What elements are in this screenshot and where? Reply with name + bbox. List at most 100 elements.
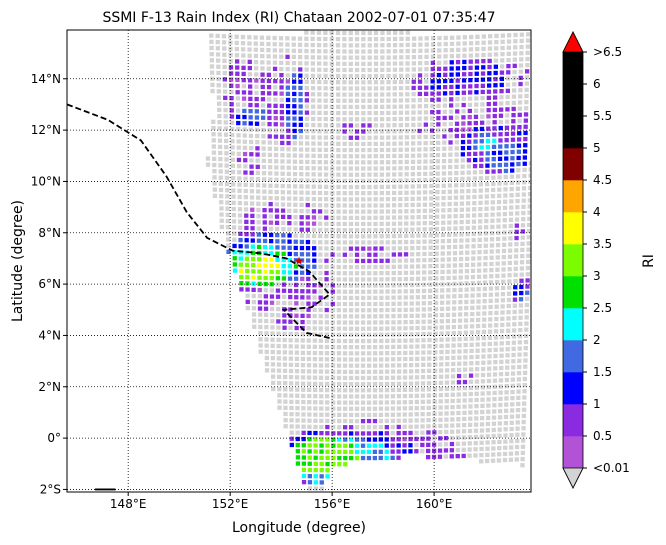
swath-pixel bbox=[475, 336, 480, 341]
swath-pixel bbox=[379, 308, 384, 313]
swath-pixel bbox=[324, 221, 329, 226]
swath-pixel bbox=[440, 269, 445, 275]
swath-pixel bbox=[312, 246, 317, 251]
swath-pixel bbox=[506, 328, 511, 333]
swath-pixel bbox=[462, 386, 467, 391]
swath-pixel bbox=[343, 388, 348, 393]
swath-pixel bbox=[527, 192, 531, 197]
swath-pixel bbox=[494, 292, 500, 297]
swath-pixel bbox=[317, 160, 322, 165]
swath-pixel bbox=[318, 338, 323, 343]
swath-pixel bbox=[462, 65, 467, 71]
swath-pixel bbox=[275, 270, 280, 275]
swath-pixel bbox=[476, 311, 481, 316]
swath-pixel bbox=[461, 441, 466, 446]
swath-pixel bbox=[239, 274, 244, 280]
swath-pixel bbox=[215, 46, 220, 51]
swath-pixel bbox=[456, 380, 462, 385]
swath-pixel bbox=[285, 54, 290, 59]
swath-pixel bbox=[418, 48, 423, 53]
swath-pixel bbox=[228, 59, 233, 64]
swath-pixel bbox=[409, 356, 414, 362]
swath-pixel bbox=[499, 76, 504, 81]
swath-pixel bbox=[232, 231, 237, 236]
swath-pixel bbox=[219, 224, 224, 230]
swath-pixel bbox=[397, 363, 402, 368]
swath-pixel bbox=[324, 277, 329, 282]
swath-pixel bbox=[495, 249, 500, 254]
swath-pixel bbox=[212, 181, 217, 186]
swath-pixel bbox=[372, 431, 378, 436]
swath-pixel bbox=[223, 114, 228, 119]
swath-pixel bbox=[288, 319, 293, 324]
swath-pixel bbox=[262, 208, 267, 213]
swath-pixel bbox=[286, 177, 292, 183]
swath-pixel bbox=[392, 197, 397, 202]
swath-pixel bbox=[275, 276, 280, 281]
swath-pixel bbox=[430, 60, 435, 65]
swath-pixel bbox=[260, 78, 265, 83]
swath-pixel bbox=[513, 285, 518, 290]
swath-pixel bbox=[241, 90, 247, 95]
swath-pixel bbox=[505, 101, 510, 106]
swath-pixel bbox=[480, 403, 485, 408]
swath-pixel bbox=[289, 381, 294, 386]
swath-pixel bbox=[237, 207, 243, 212]
swath-pixel bbox=[286, 184, 292, 189]
swath-pixel bbox=[224, 145, 229, 150]
swath-pixel bbox=[235, 102, 241, 107]
swath-pixel bbox=[305, 178, 310, 183]
swath-pixel bbox=[373, 178, 378, 183]
swath-pixel bbox=[521, 192, 526, 197]
swath-pixel bbox=[497, 452, 502, 457]
swath-pixel bbox=[229, 120, 235, 125]
swath-pixel bbox=[426, 448, 431, 454]
swath-pixel bbox=[311, 178, 316, 183]
swath-pixel bbox=[486, 391, 491, 396]
swath-pixel bbox=[263, 306, 269, 311]
swath-pixel bbox=[421, 301, 426, 306]
swath-pixel bbox=[525, 56, 530, 62]
swath-pixel bbox=[518, 69, 523, 74]
swath-pixel bbox=[263, 257, 268, 262]
swath-pixel bbox=[455, 90, 460, 96]
swath-pixel bbox=[428, 288, 433, 293]
swath-pixel bbox=[392, 123, 397, 128]
swath-pixel bbox=[470, 287, 475, 292]
swath-pixel bbox=[515, 205, 520, 210]
swath-pixel bbox=[436, 72, 442, 78]
swath-pixel bbox=[435, 165, 440, 170]
swath-pixel bbox=[211, 125, 216, 131]
swath-pixel bbox=[261, 140, 266, 145]
swath-pixel bbox=[443, 60, 448, 65]
swath-pixel bbox=[468, 41, 474, 46]
swath-pixel bbox=[504, 377, 510, 383]
swath-pixel bbox=[392, 79, 397, 85]
swath-pixel bbox=[281, 270, 286, 275]
swath-pixel bbox=[510, 162, 515, 167]
swath-pixel bbox=[483, 243, 488, 248]
swath-pixel bbox=[409, 276, 415, 282]
swath-pixel bbox=[311, 159, 316, 165]
y-axis-label: Latitude (degree) bbox=[10, 200, 26, 322]
swath-pixel bbox=[392, 190, 397, 196]
swath-pixel bbox=[513, 254, 519, 259]
swath-pixel bbox=[373, 154, 378, 159]
swath-pixel bbox=[463, 367, 468, 372]
swath-pixel bbox=[430, 54, 435, 59]
swath-pixel bbox=[319, 474, 324, 479]
swath-pixel bbox=[430, 66, 435, 72]
swath-pixel bbox=[300, 363, 306, 368]
swath-pixel bbox=[450, 398, 455, 404]
swath-pixel bbox=[274, 189, 279, 195]
swath-pixel bbox=[411, 79, 416, 84]
swath-pixel bbox=[307, 455, 312, 460]
swath-pixel bbox=[468, 404, 473, 409]
swath-pixel bbox=[481, 342, 486, 347]
swath-pixel bbox=[427, 350, 432, 355]
swath-pixel bbox=[307, 461, 312, 466]
swath-pixel bbox=[318, 258, 323, 263]
swath-pixel bbox=[451, 349, 456, 354]
colorbar-under-arrow bbox=[562, 467, 584, 489]
swath-pixel bbox=[274, 220, 280, 225]
